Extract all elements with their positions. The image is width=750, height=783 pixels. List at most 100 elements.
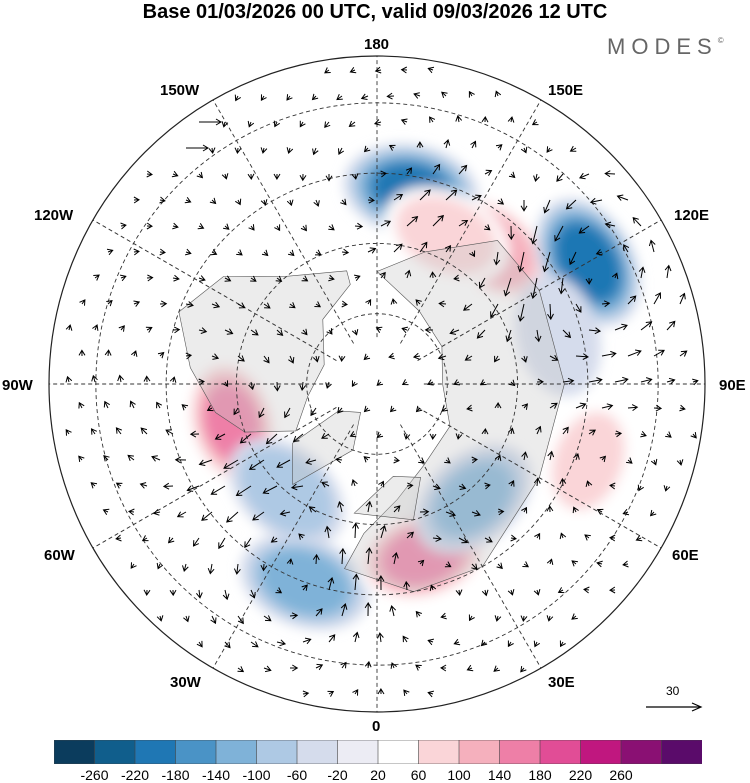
wind-vector-arrow [403, 433, 411, 440]
wind-vector-arrow [653, 349, 665, 357]
lon-label-30w: 30W [170, 674, 201, 691]
wind-vector-arrow [186, 144, 209, 152]
wind-vector-arrow [260, 94, 267, 102]
wind-vector-arrow [338, 147, 345, 155]
wind-vector-arrow [172, 326, 181, 334]
wind-vector-arrow [117, 374, 124, 383]
wind-vector-arrow [521, 506, 528, 514]
wind-vector-arrow [298, 533, 305, 540]
brand-text: MODES [607, 34, 718, 59]
wind-vector-arrow [152, 509, 161, 516]
wind-vector-arrow [543, 199, 551, 214]
wind-vector-arrow [588, 377, 603, 384]
wind-vector-arrow [481, 428, 489, 435]
wind-vector-arrow [427, 690, 435, 698]
wind-vector-arrow [363, 405, 371, 413]
landmass-outline [353, 475, 421, 521]
wind-vector-arrow [589, 197, 603, 205]
wind-vector-arrow [78, 455, 85, 462]
wind-vector-arrow [196, 171, 204, 179]
wind-vector-arrow [596, 508, 604, 515]
wind-vector-arrow [206, 405, 214, 412]
wind-vector-arrow [156, 562, 164, 570]
wind-vector-arrow [412, 352, 421, 360]
wind-vector-arrow [90, 482, 98, 489]
wind-vector-arrow [286, 199, 294, 207]
wind-vector-arrow [653, 292, 661, 305]
wind-vector-arrow [239, 433, 252, 444]
wind-vector-arrow [494, 454, 502, 462]
wind-vector-arrow [129, 400, 136, 409]
wind-vector-arrow [286, 94, 293, 101]
wind-vector-arrow [310, 407, 317, 417]
wind-vector-arrow [533, 477, 541, 487]
wind-vector-arrow [604, 221, 616, 229]
wind-vector-arrow [400, 66, 408, 74]
wind-vector-arrow [234, 94, 241, 102]
wind-vector-arrow [352, 573, 360, 591]
wind-vector-arrow [458, 164, 468, 175]
wind-vector-arrow [247, 120, 255, 128]
wind-vector-arrow [679, 292, 686, 305]
wind-vector-arrow [429, 433, 437, 440]
wind-vector-arrow [666, 320, 676, 331]
wind-vector-arrow [609, 534, 616, 542]
wind-vector-arrow [471, 510, 481, 517]
wind-vector-arrow [146, 274, 154, 282]
wind-vector-arrow [78, 401, 85, 409]
colorbar-tick-label: 20 [370, 767, 386, 783]
wind-vector-arrow [403, 689, 410, 696]
wind-vector-arrow [476, 329, 486, 339]
wind-vector-arrow [196, 589, 203, 599]
wind-vector-arrow [559, 477, 567, 487]
colorbar-segment [337, 740, 379, 764]
wind-vector-arrow [569, 251, 577, 266]
wind-vector-arrow [340, 603, 348, 617]
wind-vector-arrow [106, 248, 114, 256]
wind-vector-arrow [471, 456, 478, 464]
wind-vector-arrow [78, 349, 86, 357]
wind-vector-arrow [119, 274, 127, 282]
wind-vector-arrow [165, 429, 174, 436]
wind-vector-arrow [276, 329, 284, 336]
wind-vector-arrow [337, 500, 344, 513]
wind-vector-arrow [484, 224, 491, 231]
wind-vector-arrow [484, 536, 493, 543]
wind-vector-arrow [676, 459, 684, 466]
wind-vector-arrow [270, 536, 278, 543]
meridian-line [417, 407, 662, 549]
wind-vector-arrow [480, 639, 488, 647]
wind-vector-arrow [349, 67, 357, 74]
wind-vector-arrow [341, 248, 350, 256]
wind-vector-arrow [184, 197, 192, 204]
wind-vector-arrow [103, 400, 110, 409]
wind-vector-arrow [377, 632, 384, 643]
wind-vector-arrow [588, 429, 597, 436]
wind-vector-arrow [65, 324, 73, 331]
lon-label-120w: 120W [34, 207, 74, 224]
wind-vector-arrow [640, 377, 653, 384]
wind-vector-arrow [469, 250, 476, 258]
wind-vector-arrow [609, 482, 616, 490]
wind-vector-arrow [520, 200, 528, 212]
wind-vector-arrow [521, 403, 529, 410]
wind-vector-arrow [432, 483, 441, 491]
wind-vector-arrow [481, 116, 489, 123]
lon-label-0: 0 [372, 718, 381, 735]
wind-vector-arrow [558, 277, 566, 295]
wind-vector-arrow [584, 534, 591, 541]
wind-vector-arrow [210, 249, 218, 256]
wind-vector-arrow [427, 66, 435, 74]
wind-vector-arrow [172, 274, 180, 282]
wind-vector-arrow [248, 459, 265, 470]
wind-vector-arrow [159, 300, 168, 308]
wind-vector-arrow [441, 91, 448, 99]
wind-vector-arrow [263, 615, 272, 622]
wind-vector-arrow [614, 323, 628, 331]
wind-vector-arrow [622, 508, 630, 516]
wind-vector-arrow [601, 403, 614, 410]
colorbar-tick-label: 140 [487, 767, 512, 783]
arrow-right-icon [646, 702, 703, 712]
wind-vector-arrow [547, 303, 554, 321]
wind-vector-arrow [211, 301, 221, 309]
